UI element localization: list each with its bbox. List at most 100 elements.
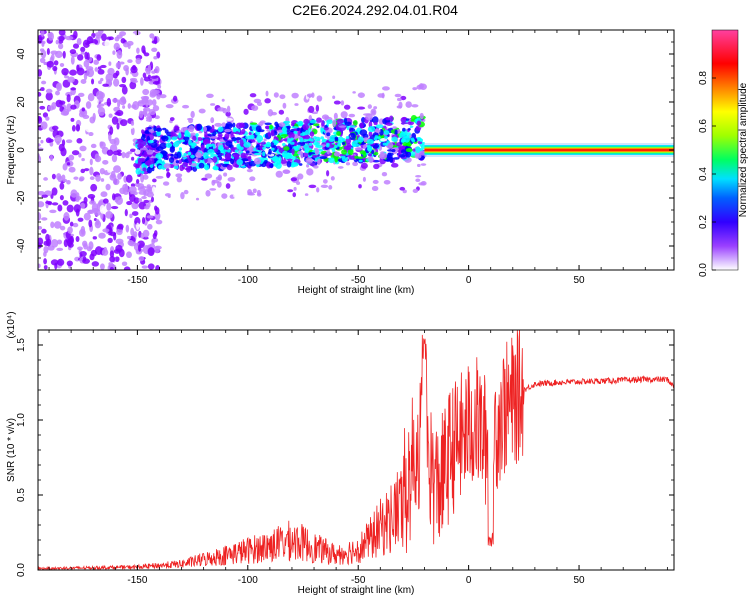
- spectrogram-cell: [357, 136, 364, 143]
- spectrogram-cell: [357, 92, 365, 98]
- spectrogram-cell: [82, 114, 90, 119]
- spectrogram-cell: [62, 50, 66, 59]
- spectrogram-cell: [269, 124, 274, 130]
- spectrogram-cell: [142, 49, 146, 55]
- spectrogram-cell: [210, 136, 218, 139]
- spectrogram-cell: [334, 144, 338, 149]
- spectrogram-cell: [142, 236, 149, 240]
- spectrogram-cell: [80, 79, 87, 84]
- spectrogram-cell: [100, 191, 108, 198]
- colorbar-bar: [711, 29, 739, 271]
- spectrogram-cell: [117, 99, 121, 108]
- spectrogram-cell: [405, 101, 412, 108]
- spectrogram-cell: [121, 76, 127, 84]
- spectrogram-cell: [352, 91, 356, 94]
- spectrogram-cell: [268, 148, 272, 155]
- spectrogram-cell: [115, 196, 123, 205]
- spectrogram-cell: [337, 166, 344, 169]
- spectrogram-cell: [188, 160, 193, 166]
- spectrogram-cell: [333, 151, 341, 157]
- spectrogram-cell: [400, 95, 407, 101]
- spectrogram-cell: [40, 49, 47, 59]
- spectrogram-cell: [127, 125, 135, 129]
- spectrogram-cell: [312, 154, 318, 158]
- spectrogram-cell: [286, 160, 292, 168]
- spectrogram-cell: [126, 235, 132, 240]
- spectrogram-cell: [373, 106, 378, 110]
- spectrogram-cell: [95, 218, 100, 226]
- spectrogram-cell: [313, 136, 317, 140]
- spectrogram-cell: [371, 185, 379, 192]
- spectrogram-cell: [373, 121, 378, 126]
- spectrogram-cell: [63, 75, 70, 79]
- spectrogram-cell: [320, 136, 324, 140]
- spectrogram-cell: [412, 188, 419, 194]
- spectrogram-x-tick-label: 50: [573, 275, 585, 286]
- spectrogram-cell: [410, 119, 416, 122]
- spectrogram-cell: [230, 158, 235, 165]
- spectrogram-cell: [299, 139, 304, 143]
- spectrogram-cell: [143, 76, 151, 82]
- spectrogram-cell: [173, 125, 180, 132]
- spectrogram-cell: [332, 119, 337, 127]
- spectrogram-x-tick-label: 0: [466, 275, 472, 286]
- spectrogram-cell: [287, 189, 294, 193]
- spectrogram-cell: [271, 147, 275, 151]
- spectrogram-y-tick-label: 20: [16, 96, 27, 108]
- spectrogram-cell: [38, 190, 45, 196]
- spectrogram-cell: [261, 163, 267, 168]
- spectrogram-cell: [178, 132, 182, 139]
- spectrogram-cell: [362, 176, 366, 182]
- spectrogram-cell: [56, 258, 65, 266]
- spectrogram-cell: [415, 146, 421, 154]
- spectrogram-cell: [39, 48, 45, 52]
- spectrogram-cell: [176, 151, 182, 159]
- spectrogram-cell: [112, 98, 119, 103]
- spectrogram-cell: [354, 155, 359, 159]
- spectrogram-cell: [344, 121, 352, 127]
- spectrogram-cell: [142, 72, 147, 79]
- spectrogram-cell: [115, 244, 123, 252]
- spectrogram-cell: [68, 154, 75, 161]
- spectrogram-cell: [83, 212, 91, 221]
- spectrogram-cell: [75, 236, 80, 243]
- spectrogram-cell: [143, 199, 150, 204]
- spectrogram-cell: [221, 122, 227, 127]
- spectrogram-cell: [210, 117, 215, 124]
- spectrogram-cell: [336, 131, 342, 136]
- spectrogram-cell: [280, 134, 289, 137]
- spectrogram-cell: [313, 165, 319, 169]
- spectrogram-cell: [316, 187, 320, 193]
- spectrogram-cell: [71, 150, 80, 156]
- spectrogram-cell: [106, 97, 112, 107]
- spectrogram-cell: [194, 158, 199, 162]
- spectrogram-cell: [155, 146, 164, 152]
- spectrogram-cell: [221, 193, 228, 199]
- spectrogram-cell: [169, 117, 175, 122]
- spectrogram-cell: [400, 139, 405, 143]
- spectrogram-cell: [359, 150, 366, 155]
- spectrogram-cell: [333, 112, 338, 120]
- spectrogram-cell: [102, 228, 110, 233]
- spectrogram-cell: [302, 123, 309, 131]
- spectrogram-cell: [345, 136, 350, 140]
- spectrogram-cell: [256, 101, 263, 106]
- spectrogram-cell: [172, 95, 178, 102]
- spectrogram-cell: [59, 182, 65, 190]
- spectrogram-cell: [125, 224, 130, 233]
- snr-y-label: SNR (10 * v/v): [6, 418, 17, 482]
- spectrogram-cell: [98, 200, 104, 205]
- spectrogram-cell: [232, 126, 238, 133]
- spectrogram-cell: [393, 157, 400, 160]
- spectrogram-cell: [57, 204, 63, 212]
- snr-x-ticks: -150 -100 -50 0 50: [48, 330, 668, 586]
- spectrogram-cell: [191, 162, 197, 167]
- spectrogram-cell: [178, 159, 183, 165]
- spectrogram-cell: [144, 131, 150, 134]
- spectrogram-cell: [293, 186, 297, 191]
- colorbar-tick-label: 0.8: [698, 71, 709, 85]
- spectrogram-cell: [131, 64, 137, 71]
- spectrogram-cell: [240, 152, 247, 159]
- spectrogram-cell: [131, 156, 135, 161]
- spectrogram-cell: [352, 143, 356, 147]
